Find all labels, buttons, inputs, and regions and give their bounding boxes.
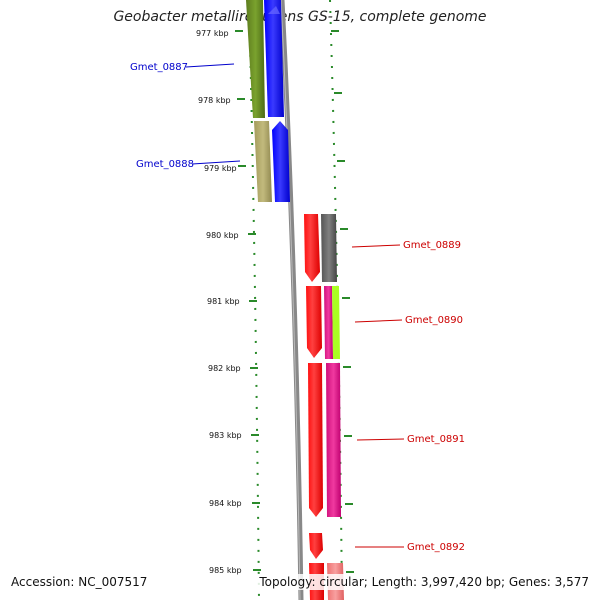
leader-line (356, 438, 405, 441)
forward-cds-gmet-0888 (272, 121, 290, 202)
leader-line (185, 63, 235, 68)
feature-magenta-gmet-0891 (326, 363, 341, 517)
scale-label: 984 kbp (209, 499, 242, 508)
leader-line (354, 319, 403, 323)
genome-summary: Topology: circular; Length: 3,997,420 bp… (256, 574, 592, 590)
scale-label: 977 kbp (196, 29, 229, 38)
gene-label-gmet-0889[interactable]: Gmet_0889 (403, 240, 461, 251)
gene-label-gmet-0887[interactable]: Gmet_0887 (130, 62, 188, 73)
right-major-ticks (331, 30, 354, 573)
genome-backbone-highlight (280, 0, 301, 600)
leader-line (351, 244, 401, 248)
scale-label: 979 kbp (204, 164, 237, 173)
reverse-cds-gmet-0890 (306, 286, 322, 358)
scale-label: 981 kbp (207, 297, 240, 306)
gene-label-gmet-0891[interactable]: Gmet_0891 (407, 434, 465, 445)
map-title: Geobacter metallireducens GS-15, complet… (113, 9, 487, 25)
leader-line (191, 160, 241, 165)
scale-label: 978 kbp (198, 96, 231, 105)
scale-label: 983 kbp (209, 431, 242, 440)
scale-label: 985 kbp (209, 566, 242, 575)
gene-label-gmet-0892[interactable]: Gmet_0892 (407, 542, 465, 553)
left-major-ticks (235, 30, 261, 571)
scale-labels: 977 kbp 978 kbp 979 kbp 980 kbp 981 kbp … (196, 29, 242, 575)
feature-khaki (254, 121, 272, 202)
reverse-cds-gmet-0891 (308, 363, 323, 517)
gene-label-gmet-0890[interactable]: Gmet_0890 (405, 315, 463, 326)
arrow-head (268, 6, 280, 14)
feature-magenta-gmet-0890 (324, 286, 333, 359)
reverse-cds-gmet-0889 (304, 214, 320, 282)
reverse-cds-gmet-0892 (309, 533, 323, 559)
feature-lime-gmet-0890 (332, 286, 340, 359)
scale-label: 982 kbp (208, 364, 241, 373)
gene-label-gmet-0888[interactable]: Gmet_0888 (136, 159, 194, 170)
accession-label: Accession: NC_007517 (9, 574, 150, 590)
genome-backbone (279, 0, 304, 600)
feature-olive (246, 0, 265, 118)
feature-gray-gmet-0889 (321, 214, 337, 282)
scale-label: 980 kbp (206, 231, 239, 240)
forward-cds-gmet-0887 (264, 0, 284, 117)
